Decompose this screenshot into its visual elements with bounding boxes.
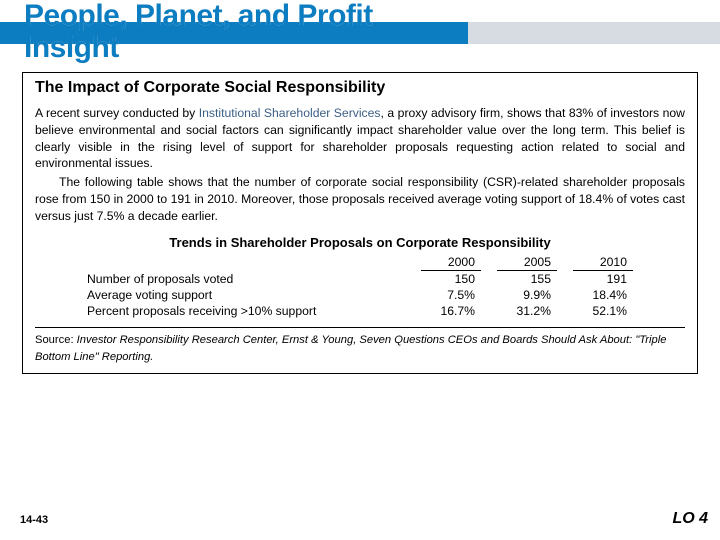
table-row: Percent proposals receiving >10% support…	[87, 303, 633, 319]
cell: 150	[421, 270, 481, 287]
cell: 18.4%	[573, 287, 633, 303]
table-title: Trends in Shareholder Proposals on Corpo…	[35, 235, 685, 250]
source-label: Source:	[35, 334, 74, 346]
page-number: 14-43	[20, 514, 48, 526]
header-gray-bar	[468, 22, 720, 44]
proposals-table: 2000 2005 2010 Number of proposals voted…	[87, 254, 633, 319]
row-label: Average voting support	[87, 287, 421, 303]
row-label: Number of proposals voted	[87, 270, 421, 287]
title-line-1: People, Planet, and Profit	[24, 0, 373, 32]
para1-prefix: A recent survey conducted by	[35, 106, 199, 120]
source-post: .	[150, 351, 153, 363]
paragraph-2: The following table shows that the numbe…	[35, 174, 685, 224]
title-line-2: Insight	[24, 31, 119, 64]
paragraph-1: A recent survey conducted by Institution…	[35, 105, 685, 172]
table-row: Average voting support 7.5% 9.9% 18.4%	[87, 287, 633, 303]
cell: 191	[573, 270, 633, 287]
cell: 16.7%	[421, 303, 481, 319]
source-pre: Investor Responsibility Research Center,…	[74, 334, 360, 346]
table-header-row: 2000 2005 2010	[87, 254, 633, 271]
table-row: Number of proposals voted 150 155 191	[87, 270, 633, 287]
learning-objective: LO 4	[672, 510, 708, 528]
cell: 155	[497, 270, 557, 287]
cell: 52.1%	[573, 303, 633, 319]
col-2005: 2005	[497, 254, 557, 271]
source-divider	[35, 327, 685, 328]
section-heading: The Impact of Corporate Social Responsib…	[35, 79, 685, 97]
slide-title: People, Planet, and Profit Insight	[24, 0, 373, 63]
col-2000: 2000	[421, 254, 481, 271]
col-2010: 2010	[573, 254, 633, 271]
cell: 7.5%	[421, 287, 481, 303]
row-label: Percent proposals receiving >10% support	[87, 303, 421, 319]
institutional-shareholder-link[interactable]: Institutional Shareholder Services	[199, 106, 381, 120]
content-frame: The Impact of Corporate Social Responsib…	[22, 72, 698, 374]
cell: 31.2%	[497, 303, 557, 319]
header: People, Planet, and Profit Insight	[0, 0, 720, 72]
source-citation: Source: Investor Responsibility Research…	[35, 332, 685, 366]
cell: 9.9%	[497, 287, 557, 303]
